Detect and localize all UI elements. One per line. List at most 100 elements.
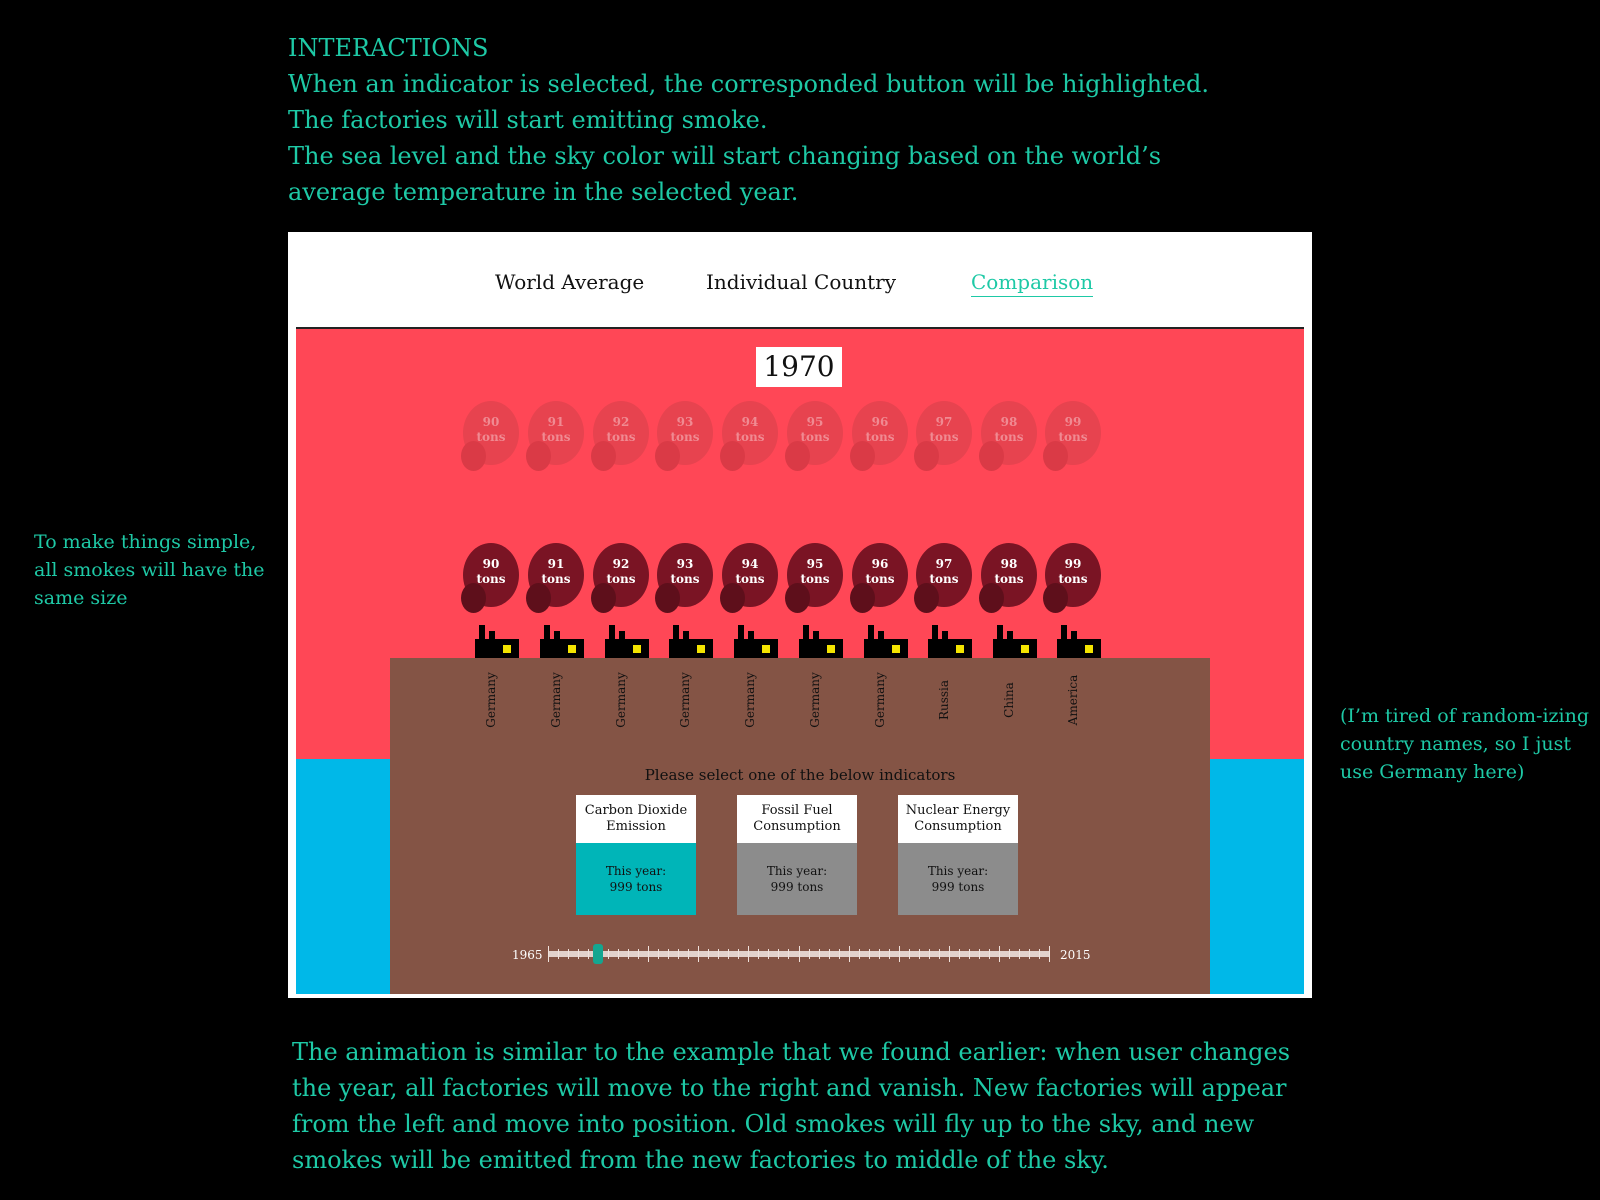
old-smoke-puff: 90 tons	[461, 401, 519, 469]
indicator-nuclear-energy-button[interactable]: Nuclear Energy Consumption This year: 99…	[898, 795, 1018, 915]
slider-tick	[1029, 949, 1030, 959]
factory-window	[956, 645, 964, 653]
smoke-label: 92 tons	[593, 557, 649, 587]
smoke-label: 93 tons	[657, 415, 713, 445]
country-name: Germany	[808, 665, 822, 735]
smoke-amount: 99	[1045, 557, 1101, 572]
smoke-label: 92 tons	[593, 415, 649, 445]
smoke-unit: tons	[593, 572, 649, 587]
country-name: Russia	[937, 665, 951, 735]
slider-tick	[919, 949, 920, 959]
country-label: China	[999, 668, 1019, 738]
factory-body	[864, 639, 908, 659]
country-label: Russia	[934, 668, 954, 738]
year-display: 1970	[756, 347, 842, 387]
country-name: America	[1066, 665, 1080, 735]
indicator-co2-button[interactable]: Carbon Dioxide Emission This year: 999 t…	[576, 795, 696, 915]
smoke-amount: 90	[463, 557, 519, 572]
smoke-puff: 99 tons	[1043, 543, 1101, 611]
slider-tick	[778, 949, 779, 959]
year-slider[interactable]	[548, 938, 1050, 968]
indicator-value: This year: 999 tons	[576, 843, 696, 915]
country-name: Germany	[678, 665, 692, 735]
slider-tick	[698, 946, 699, 962]
indicator-value-label: This year:	[737, 863, 857, 879]
country-name: Germany	[549, 665, 563, 735]
slider-tick	[648, 946, 649, 962]
indicator-value-amount: 999 tons	[898, 879, 1018, 895]
slider-tick	[568, 949, 569, 959]
note-line: The animation is similar to the example …	[292, 1034, 1352, 1070]
factory-window	[1021, 645, 1029, 653]
slider-tick	[959, 949, 960, 959]
country-label: Germany	[546, 668, 566, 738]
smoke-unit: tons	[1045, 572, 1101, 587]
smoke-amount: 94	[722, 557, 778, 572]
old-smoke-puff: 91 tons	[526, 401, 584, 469]
smoke-label: 94 tons	[722, 557, 778, 587]
smoke-label: 90 tons	[463, 557, 519, 587]
factory-body	[993, 639, 1037, 659]
indicator-value-label: This year:	[898, 863, 1018, 879]
slider-tick	[939, 949, 940, 959]
slider-tick	[618, 949, 619, 959]
smoke-label: 98 tons	[981, 557, 1037, 587]
tab-individual-country[interactable]: Individual Country	[706, 270, 896, 294]
slider-tick	[578, 949, 579, 959]
slider-tick	[849, 946, 850, 962]
factory-icon	[475, 625, 519, 659]
smoke-puff: 98 tons	[979, 543, 1037, 611]
smoke-label: 95 tons	[787, 557, 843, 587]
factory-icon	[928, 625, 972, 659]
smoke-cloud-small	[720, 441, 745, 471]
top-nav: World Average Individual Country Compari…	[288, 232, 1312, 327]
smoke-amount: 95	[787, 415, 843, 430]
smoke-cloud-small	[914, 583, 939, 613]
smoke-label: 96 tons	[852, 415, 908, 445]
country-name: Germany	[743, 665, 757, 735]
slider-tick	[688, 949, 689, 959]
smoke-label: 97 tons	[916, 557, 972, 587]
factory-icon	[540, 625, 584, 659]
factory-icon	[669, 625, 713, 659]
smoke-cloud-small	[1043, 583, 1068, 613]
factory-icon	[605, 625, 649, 659]
slider-tick	[718, 949, 719, 959]
indicator-value-amount: 999 tons	[576, 879, 696, 895]
smoke-amount: 93	[657, 557, 713, 572]
slider-tick	[628, 949, 629, 959]
smoke-unit: tons	[528, 572, 584, 587]
ground: Germany Germany Germany Germany Germany Germa…	[390, 658, 1210, 994]
interactions-note: INTERACTIONS When an indicator is select…	[288, 30, 1288, 210]
slider-tick	[809, 949, 810, 959]
slider-handle[interactable]	[593, 944, 603, 964]
smoke-unit: tons	[852, 572, 908, 587]
note-line: When an indicator is selected, the corre…	[288, 66, 1288, 102]
smoke-unit: tons	[1045, 430, 1101, 445]
smoke-amount: 95	[787, 557, 843, 572]
smoke-puff: 97 tons	[914, 543, 972, 611]
indicator-fossil-fuel-button[interactable]: Fossil Fuel Consumption This year: 999 t…	[737, 795, 857, 915]
slider-tick	[1039, 949, 1040, 959]
smoke-amount: 90	[463, 415, 519, 430]
factory-body	[799, 639, 843, 659]
old-smoke-puff: 98 tons	[979, 401, 1037, 469]
factory-window	[633, 645, 641, 653]
smoke-unit: tons	[916, 430, 972, 445]
slider-tick	[638, 949, 639, 959]
smoke-amount: 96	[852, 557, 908, 572]
tab-world-average[interactable]: World Average	[495, 270, 644, 294]
factory-icon	[1057, 625, 1101, 659]
smoke-amount: 98	[981, 557, 1037, 572]
slider-tick	[1049, 946, 1050, 962]
tab-comparison[interactable]: Comparison	[971, 270, 1093, 297]
slider-tick	[879, 949, 880, 959]
old-smoke-puff: 99 tons	[1043, 401, 1101, 469]
note-line: The factories will start emitting smoke.	[288, 102, 1288, 138]
indicator-title: Nuclear Energy Consumption	[898, 795, 1018, 843]
old-smoke-puff: 96 tons	[850, 401, 908, 469]
slider-tick	[748, 946, 749, 962]
slider-tick	[859, 949, 860, 959]
old-smoke-puff: 97 tons	[914, 401, 972, 469]
slider-tick	[929, 949, 930, 959]
